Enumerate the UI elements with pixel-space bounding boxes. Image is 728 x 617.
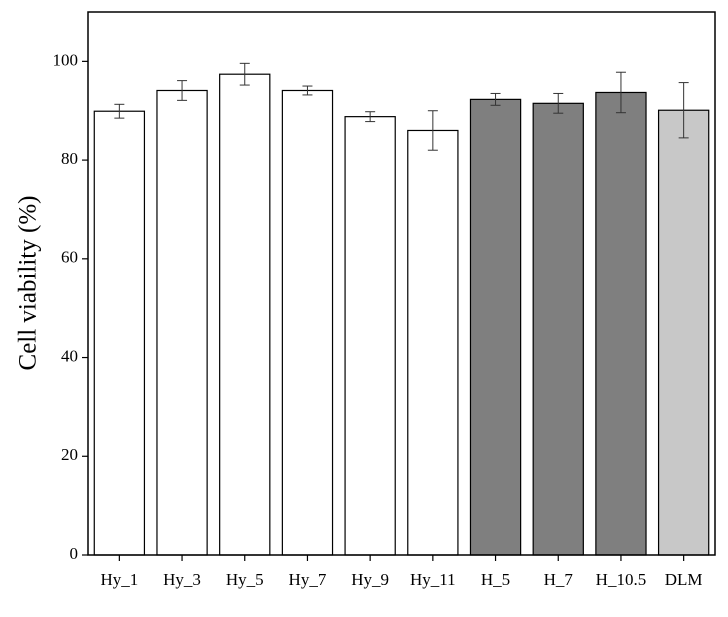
error-bar — [678, 82, 689, 139]
y-tick-label: 40 — [61, 346, 78, 365]
x-tick-label: DLM — [665, 570, 703, 589]
plot-frame — [87, 11, 716, 556]
x-tick-label: Hy_9 — [351, 570, 389, 589]
bar — [532, 102, 584, 556]
x-tick-label: Hy_11 — [410, 570, 456, 589]
x-tick-label: Hy_3 — [163, 570, 201, 589]
error-bar — [553, 92, 564, 114]
bar — [407, 129, 459, 556]
bar — [657, 109, 710, 556]
x-tick-label: H_10.5 — [596, 570, 647, 589]
bar — [344, 116, 396, 556]
bar — [156, 89, 208, 556]
x-tick-label: H_7 — [544, 570, 574, 589]
error-bar — [490, 92, 501, 106]
error-bar — [177, 80, 188, 101]
y-tick-label: 20 — [61, 445, 78, 464]
bar — [281, 89, 334, 556]
x-tick-label: Hy_1 — [100, 570, 138, 589]
bar — [469, 98, 522, 556]
bar — [219, 73, 271, 556]
x-tick-label: Hy_5 — [226, 570, 264, 589]
error-bar — [239, 62, 250, 86]
y-tick-label: 60 — [61, 248, 78, 267]
error-bar — [302, 85, 313, 96]
y-tick-label: 0 — [70, 544, 79, 563]
bar — [93, 110, 146, 556]
error-bar — [615, 71, 626, 114]
x-tick-label: Hy_7 — [289, 570, 327, 589]
y-tick-label: 100 — [53, 50, 79, 69]
error-bar — [365, 111, 376, 123]
bar — [595, 91, 647, 556]
y-tick-label: 80 — [61, 149, 78, 168]
x-tick-label: H_5 — [481, 570, 510, 589]
error-bar — [427, 110, 438, 151]
y-axis-label: Cell viability (%) — [15, 196, 42, 371]
error-bar — [114, 103, 125, 119]
